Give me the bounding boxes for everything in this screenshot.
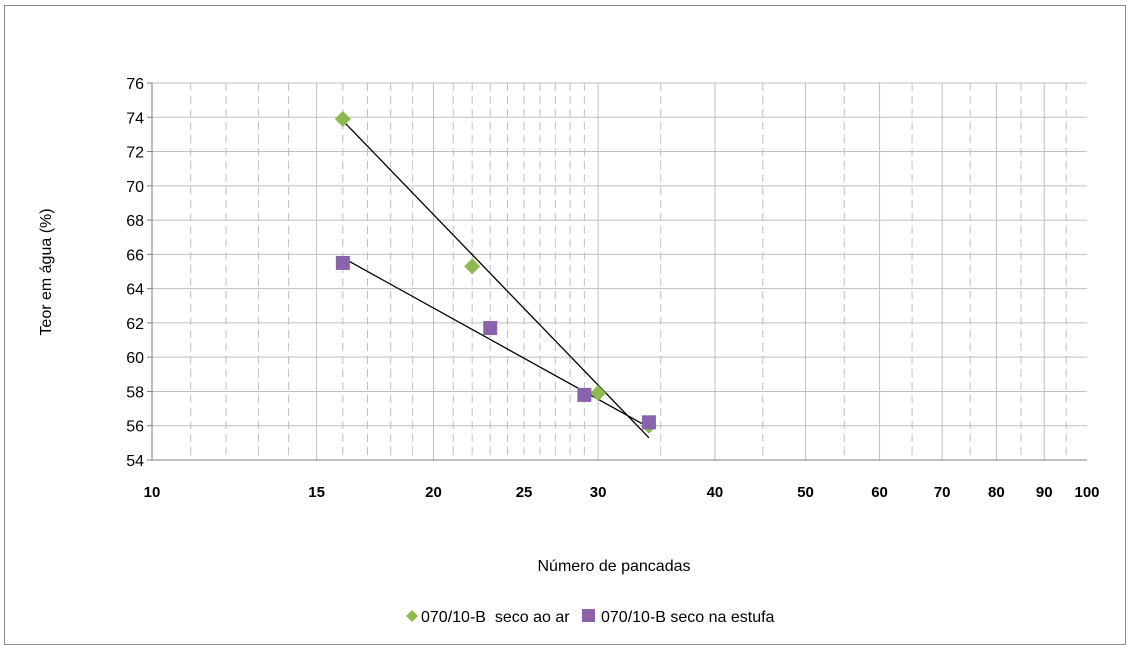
grid-layer <box>152 82 1087 460</box>
data-point-square <box>335 255 350 270</box>
legend-item-series-0: 070/10-B seco ao ar <box>406 609 570 626</box>
x-tick-label: 70 <box>934 484 951 501</box>
y-tick-label: 76 <box>126 76 144 93</box>
data-point-square <box>641 415 656 430</box>
y-tick-label: 66 <box>126 247 144 264</box>
legend-label-series-0: 070/10-B seco ao ar <box>421 609 570 626</box>
data-point-diamond <box>590 385 607 402</box>
x-tick-label: 25 <box>516 484 533 501</box>
y-tick-label: 70 <box>126 179 144 196</box>
trendline-series-1 <box>342 257 650 429</box>
x-tick-label: 80 <box>988 484 1005 501</box>
x-tick-label: 30 <box>590 484 607 501</box>
data-point-square <box>577 387 592 402</box>
axes-layer <box>147 82 1087 461</box>
x-tick-label: 10 <box>144 484 161 501</box>
x-axis-label: Número de pancadas <box>538 558 691 575</box>
y-tick-label: 60 <box>126 350 144 367</box>
y-tick-label: 72 <box>126 145 144 162</box>
y-axis-label: Teor em água (%) <box>38 208 55 335</box>
x-tick-label: 20 <box>425 484 442 501</box>
x-tick-label: 90 <box>1036 484 1053 501</box>
x-tick-label: 60 <box>871 484 888 501</box>
y-tick-label: 56 <box>126 419 144 436</box>
x-tick-label: 50 <box>797 484 814 501</box>
data-point-diamond <box>334 110 351 127</box>
ticks-layer: 54 56 58 60 62 64 66 68 70 72 74 76 10 15 20 25 30 40 50 60… <box>126 76 1099 501</box>
legend-marker-diamond <box>406 610 418 622</box>
legend-marker-square <box>582 609 595 622</box>
data-point-square <box>483 321 498 336</box>
points-layer <box>334 110 657 434</box>
y-tick-label: 74 <box>126 110 144 127</box>
x-tick-label: 15 <box>308 484 325 501</box>
x-tick-label: 100 <box>1074 484 1099 501</box>
y-tick-label: 68 <box>126 213 144 230</box>
x-tick-label: 40 <box>707 484 724 501</box>
y-tick-label: 54 <box>126 453 144 470</box>
legend-label-series-1: 070/10-B seco na estufa <box>601 609 775 626</box>
data-point-diamond <box>464 258 481 275</box>
y-tick-label: 62 <box>126 316 144 333</box>
y-tick-label: 64 <box>126 282 144 299</box>
legend-item-series-1: 070/10-B seco na estufa <box>582 609 775 626</box>
y-tick-label: 58 <box>126 384 144 401</box>
trendline-series-0 <box>342 120 650 439</box>
legend: 070/10-B seco ao ar 070/10-B seco na est… <box>406 609 775 626</box>
